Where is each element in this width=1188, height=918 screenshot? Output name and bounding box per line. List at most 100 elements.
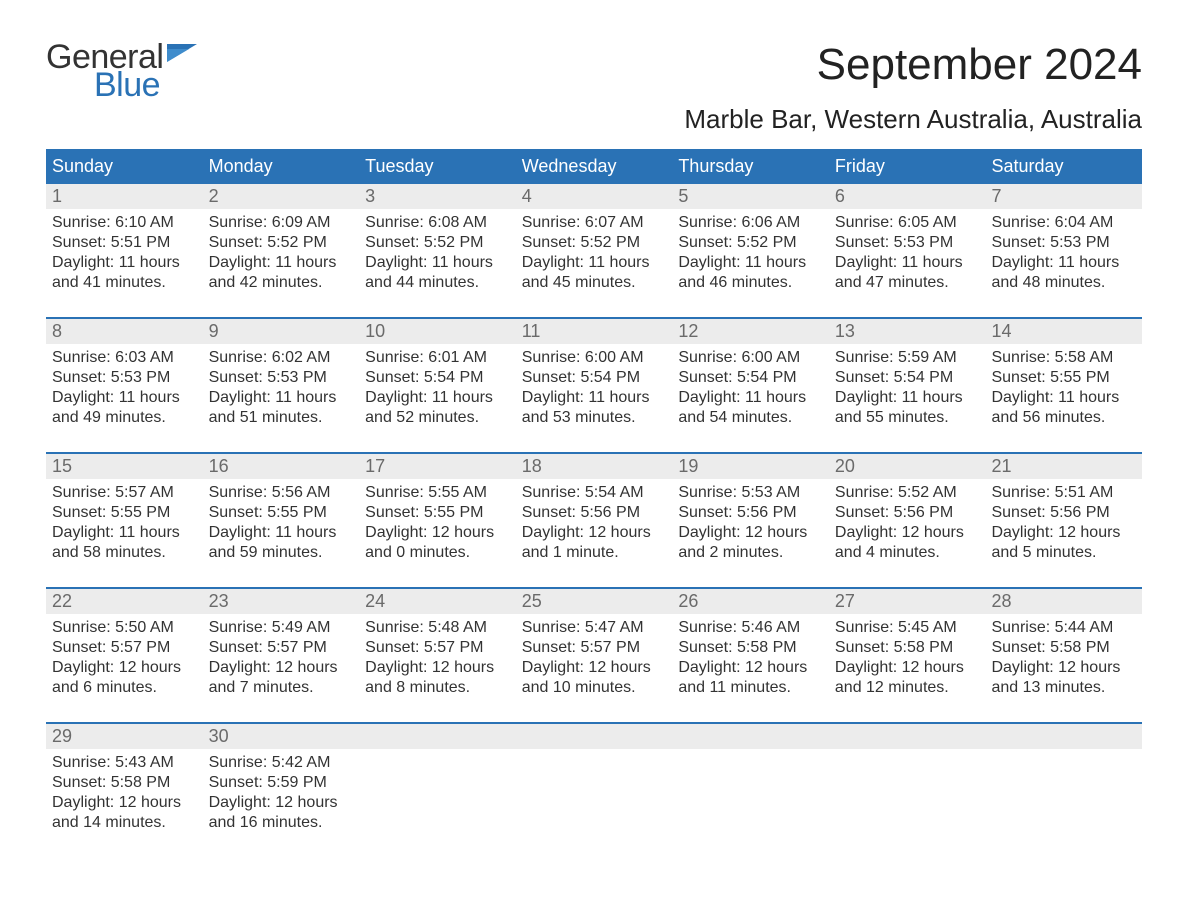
sunset-text: Sunset: 5:58 PM (678, 638, 823, 658)
sunrise-text: Sunrise: 5:54 AM (522, 483, 667, 503)
day-cell: Sunrise: 5:52 AMSunset: 5:56 PMDaylight:… (829, 479, 986, 587)
dayname: Monday (203, 149, 360, 184)
sunset-text: Sunset: 5:57 PM (365, 638, 510, 658)
week-body-row: Sunrise: 6:10 AMSunset: 5:51 PMDaylight:… (46, 209, 1142, 317)
daylight-text: and 48 minutes. (991, 273, 1136, 293)
daylight-text: and 13 minutes. (991, 678, 1136, 698)
logo: General Blue (46, 40, 201, 102)
sunrise-text: Sunrise: 5:52 AM (835, 483, 980, 503)
week-body-row: Sunrise: 6:03 AMSunset: 5:53 PMDaylight:… (46, 344, 1142, 452)
daylight-text: Daylight: 12 hours (209, 793, 354, 813)
day-number: 7 (985, 184, 1142, 209)
daylight-text: Daylight: 11 hours (678, 253, 823, 273)
sunset-text: Sunset: 5:52 PM (678, 233, 823, 253)
sunset-text: Sunset: 5:55 PM (991, 368, 1136, 388)
daynum-row: 2930 (46, 724, 1142, 749)
day-number: 22 (46, 589, 203, 614)
daylight-text: and 41 minutes. (52, 273, 197, 293)
sunrise-text: Sunrise: 5:53 AM (678, 483, 823, 503)
daylight-text: and 55 minutes. (835, 408, 980, 428)
sunrise-text: Sunrise: 6:01 AM (365, 348, 510, 368)
day-number: 10 (359, 319, 516, 344)
sunrise-text: Sunrise: 5:58 AM (991, 348, 1136, 368)
day-number: 1 (46, 184, 203, 209)
day-number: 27 (829, 589, 986, 614)
daylight-text: Daylight: 12 hours (52, 658, 197, 678)
day-number: 19 (672, 454, 829, 479)
sunrise-text: Sunrise: 5:51 AM (991, 483, 1136, 503)
sunrise-text: Sunrise: 5:56 AM (209, 483, 354, 503)
day-number: 3 (359, 184, 516, 209)
week-body-row: Sunrise: 5:43 AMSunset: 5:58 PMDaylight:… (46, 749, 1142, 857)
daylight-text: Daylight: 11 hours (209, 388, 354, 408)
daylight-text: Daylight: 11 hours (52, 388, 197, 408)
day-cell: Sunrise: 5:44 AMSunset: 5:58 PMDaylight:… (985, 614, 1142, 722)
daylight-text: and 58 minutes. (52, 543, 197, 563)
daylight-text: and 51 minutes. (209, 408, 354, 428)
daylight-text: and 56 minutes. (991, 408, 1136, 428)
daylight-text: and 10 minutes. (522, 678, 667, 698)
daylight-text: Daylight: 12 hours (365, 658, 510, 678)
day-number: 6 (829, 184, 986, 209)
day-number: 2 (203, 184, 360, 209)
sunset-text: Sunset: 5:56 PM (835, 503, 980, 523)
dayname: Thursday (672, 149, 829, 184)
daylight-text: Daylight: 11 hours (991, 388, 1136, 408)
day-number (359, 724, 516, 749)
day-cell: Sunrise: 5:55 AMSunset: 5:55 PMDaylight:… (359, 479, 516, 587)
sunset-text: Sunset: 5:57 PM (209, 638, 354, 658)
daylight-text: Daylight: 11 hours (365, 388, 510, 408)
daylight-text: Daylight: 12 hours (991, 658, 1136, 678)
day-number: 20 (829, 454, 986, 479)
daylight-text: and 2 minutes. (678, 543, 823, 563)
sunset-text: Sunset: 5:58 PM (52, 773, 197, 793)
day-number: 21 (985, 454, 1142, 479)
day-cell: Sunrise: 6:02 AMSunset: 5:53 PMDaylight:… (203, 344, 360, 452)
day-cell: Sunrise: 5:58 AMSunset: 5:55 PMDaylight:… (985, 344, 1142, 452)
day-cell: Sunrise: 6:03 AMSunset: 5:53 PMDaylight:… (46, 344, 203, 452)
day-cell: Sunrise: 5:48 AMSunset: 5:57 PMDaylight:… (359, 614, 516, 722)
day-cell: Sunrise: 6:00 AMSunset: 5:54 PMDaylight:… (516, 344, 673, 452)
sunset-text: Sunset: 5:51 PM (52, 233, 197, 253)
header: General Blue September 2024 Marble Bar, … (46, 40, 1142, 135)
daylight-text: and 8 minutes. (365, 678, 510, 698)
calendar-day-header: Sunday Monday Tuesday Wednesday Thursday… (46, 149, 1142, 184)
dayname: Sunday (46, 149, 203, 184)
day-cell: Sunrise: 5:53 AMSunset: 5:56 PMDaylight:… (672, 479, 829, 587)
day-cell: Sunrise: 5:43 AMSunset: 5:58 PMDaylight:… (46, 749, 203, 857)
daylight-text: Daylight: 11 hours (52, 253, 197, 273)
sunset-text: Sunset: 5:54 PM (365, 368, 510, 388)
sunset-text: Sunset: 5:55 PM (365, 503, 510, 523)
sunset-text: Sunset: 5:55 PM (209, 503, 354, 523)
day-cell: Sunrise: 6:04 AMSunset: 5:53 PMDaylight:… (985, 209, 1142, 317)
daylight-text: Daylight: 12 hours (522, 658, 667, 678)
sunset-text: Sunset: 5:56 PM (678, 503, 823, 523)
day-number: 26 (672, 589, 829, 614)
sunset-text: Sunset: 5:59 PM (209, 773, 354, 793)
daylight-text: Daylight: 11 hours (678, 388, 823, 408)
sunset-text: Sunset: 5:53 PM (835, 233, 980, 253)
sunset-text: Sunset: 5:58 PM (835, 638, 980, 658)
daylight-text: Daylight: 11 hours (835, 388, 980, 408)
day-cell: Sunrise: 6:10 AMSunset: 5:51 PMDaylight:… (46, 209, 203, 317)
day-cell: Sunrise: 5:54 AMSunset: 5:56 PMDaylight:… (516, 479, 673, 587)
day-number: 23 (203, 589, 360, 614)
sunset-text: Sunset: 5:58 PM (991, 638, 1136, 658)
sunrise-text: Sunrise: 5:43 AM (52, 753, 197, 773)
sunset-text: Sunset: 5:53 PM (52, 368, 197, 388)
sunset-text: Sunset: 5:52 PM (365, 233, 510, 253)
sunset-text: Sunset: 5:54 PM (835, 368, 980, 388)
daylight-text: Daylight: 11 hours (209, 253, 354, 273)
weeks-container: 1234567Sunrise: 6:10 AMSunset: 5:51 PMDa… (46, 184, 1142, 857)
day-number: 15 (46, 454, 203, 479)
day-number (672, 724, 829, 749)
sunrise-text: Sunrise: 5:48 AM (365, 618, 510, 638)
day-number: 14 (985, 319, 1142, 344)
daylight-text: Daylight: 12 hours (52, 793, 197, 813)
daylight-text: and 12 minutes. (835, 678, 980, 698)
daylight-text: Daylight: 11 hours (522, 388, 667, 408)
daylight-text: Daylight: 12 hours (991, 523, 1136, 543)
daynum-row: 15161718192021 (46, 454, 1142, 479)
day-cell (829, 749, 986, 857)
day-number: 11 (516, 319, 673, 344)
